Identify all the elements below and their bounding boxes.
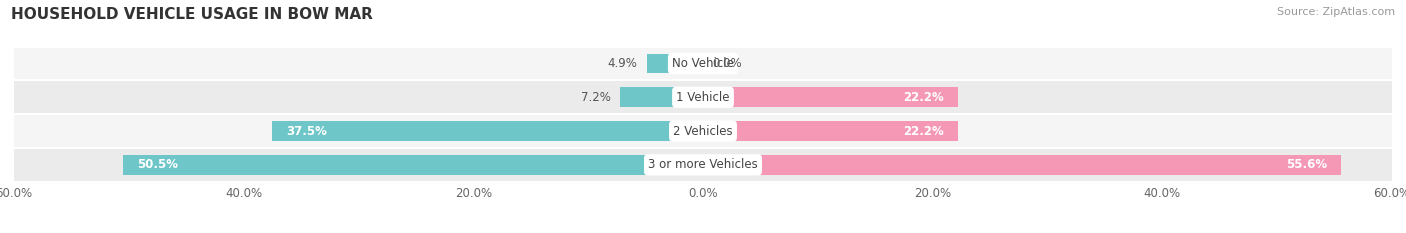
- Bar: [703, 87, 957, 107]
- Text: No Vehicle: No Vehicle: [672, 57, 734, 70]
- Text: 4.9%: 4.9%: [607, 57, 637, 70]
- Text: 0.0%: 0.0%: [713, 57, 742, 70]
- Text: 1 Vehicle: 1 Vehicle: [676, 91, 730, 104]
- Bar: [273, 121, 703, 141]
- Bar: [703, 155, 1341, 175]
- Text: 50.5%: 50.5%: [136, 158, 179, 171]
- Bar: [703, 121, 957, 141]
- Text: 55.6%: 55.6%: [1286, 158, 1327, 171]
- Bar: [620, 87, 703, 107]
- Bar: [14, 148, 1392, 182]
- Text: 2 Vehicles: 2 Vehicles: [673, 125, 733, 137]
- Text: 37.5%: 37.5%: [287, 125, 328, 137]
- Text: 3 or more Vehicles: 3 or more Vehicles: [648, 158, 758, 171]
- Bar: [14, 80, 1392, 114]
- Text: 22.2%: 22.2%: [904, 91, 945, 104]
- Text: 7.2%: 7.2%: [581, 91, 612, 104]
- Bar: [124, 155, 703, 175]
- Bar: [14, 114, 1392, 148]
- Text: Source: ZipAtlas.com: Source: ZipAtlas.com: [1277, 7, 1395, 17]
- Text: 22.2%: 22.2%: [904, 125, 945, 137]
- Text: HOUSEHOLD VEHICLE USAGE IN BOW MAR: HOUSEHOLD VEHICLE USAGE IN BOW MAR: [11, 7, 373, 22]
- Bar: [647, 54, 703, 73]
- Bar: [14, 47, 1392, 80]
